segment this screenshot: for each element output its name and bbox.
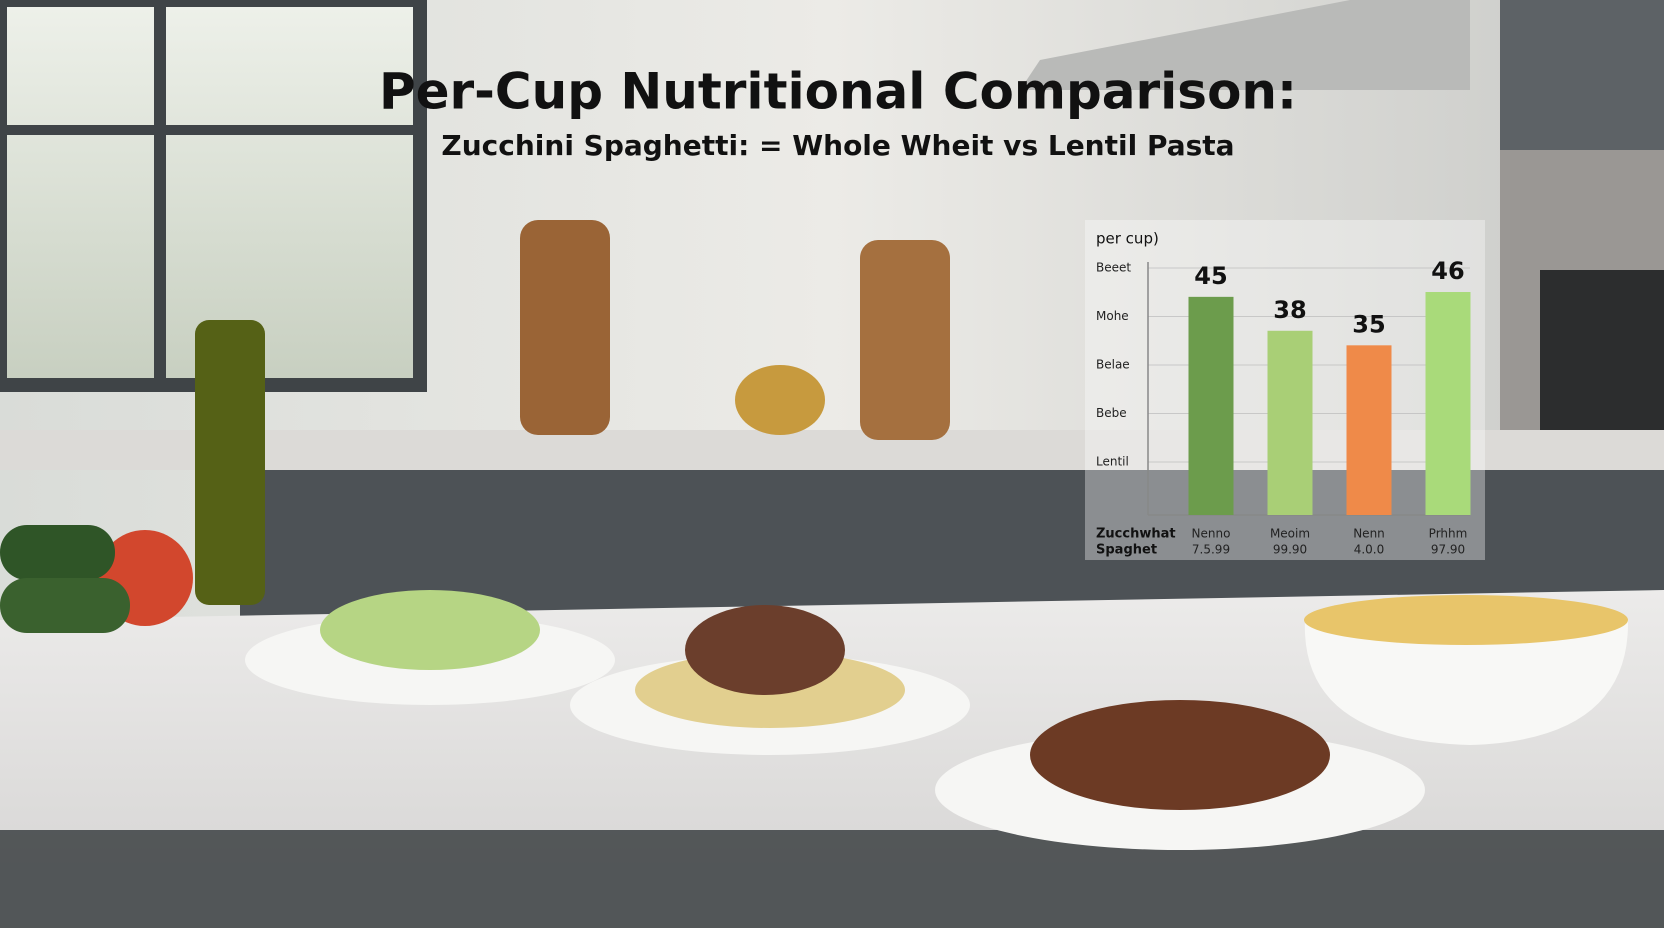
y-tick-label: Mohe (1096, 309, 1129, 323)
x-tick-label: Nenn (1353, 527, 1385, 541)
bar (1267, 330, 1313, 515)
x-tick-sublabel: 4.0.0 (1354, 543, 1385, 557)
x-tick-sublabel: 99.90 (1273, 543, 1307, 557)
value-label: 46 (1431, 257, 1464, 285)
x-tick-label: Meoim (1270, 527, 1310, 541)
x-axis-label: Spaghet (1096, 543, 1157, 558)
x-tick-label: Nenno (1192, 527, 1231, 541)
x-axis-label: Zucchwhat (1096, 527, 1176, 542)
chart-subtitle: Zucchini Spaghetti: = Whole Wheit vs Len… (441, 129, 1234, 162)
value-label: 45 (1194, 262, 1227, 290)
y-axis-label: per cup) (1096, 230, 1159, 248)
x-tick-label: Prhhm (1429, 527, 1468, 541)
y-tick-label: Lentil (1096, 455, 1129, 469)
value-label: 38 (1273, 296, 1306, 324)
y-tick-label: Bebe (1096, 406, 1127, 420)
bar (1188, 296, 1234, 515)
bar (1346, 345, 1392, 515)
value-label: 35 (1352, 310, 1385, 338)
y-tick-label: Belae (1096, 358, 1130, 372)
x-tick-sublabel: 97.90 (1431, 543, 1465, 557)
y-tick-label: Beeet (1096, 261, 1131, 275)
chart-title: Per-Cup Nutritional Comparison: (379, 63, 1297, 121)
x-tick-sublabel: 7.5.99 (1192, 543, 1230, 557)
bar (1425, 292, 1471, 515)
